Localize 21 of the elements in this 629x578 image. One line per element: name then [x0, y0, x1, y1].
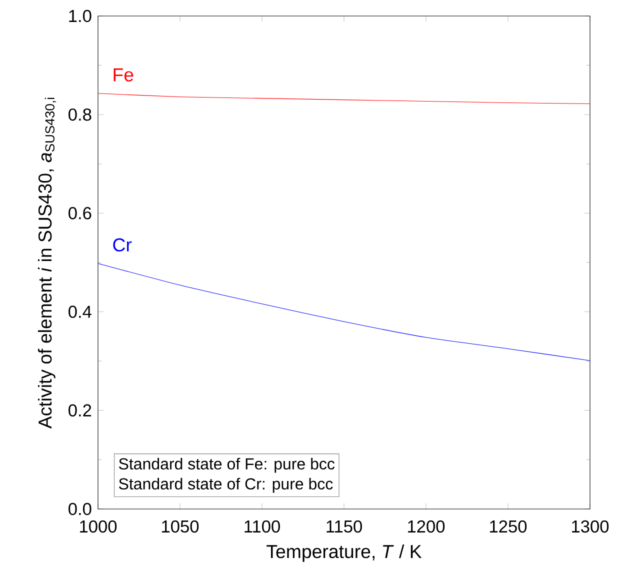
line-series	[98, 93, 590, 104]
x-axis-title: Temperature, T / K	[266, 544, 422, 562]
x-tick-label: 1000	[80, 520, 117, 533]
series-label: Cr	[113, 238, 132, 252]
y-tick-label: 1.0	[69, 10, 92, 22]
y-tick-label: 0.8	[68, 108, 92, 121]
y-tick-label: 0.6	[68, 207, 92, 220]
y-tick-label: 0.4	[68, 306, 92, 318]
x-tick-label: 1100	[244, 520, 280, 533]
x-tick-label: 1300	[572, 520, 609, 533]
x-tick-label: 1200	[408, 520, 445, 533]
line-series	[98, 263, 590, 361]
annotation: Standard state of Fe: pure bcc	[119, 458, 335, 473]
series-label: Fe	[114, 68, 134, 82]
x-tick-label: 1150	[326, 520, 362, 533]
x-tick-label: 1050	[162, 520, 199, 533]
y-axis-title: Activity of element i in SUS430, a$_{SUS430,i}$	[38, 98, 56, 429]
x-tick-label: 1250	[490, 520, 527, 533]
y-tick-label: 0.0	[68, 502, 92, 516]
annotation: Standard state of Cr: pure bcc	[119, 478, 333, 493]
y-tick-label: 0.2	[68, 404, 92, 417]
